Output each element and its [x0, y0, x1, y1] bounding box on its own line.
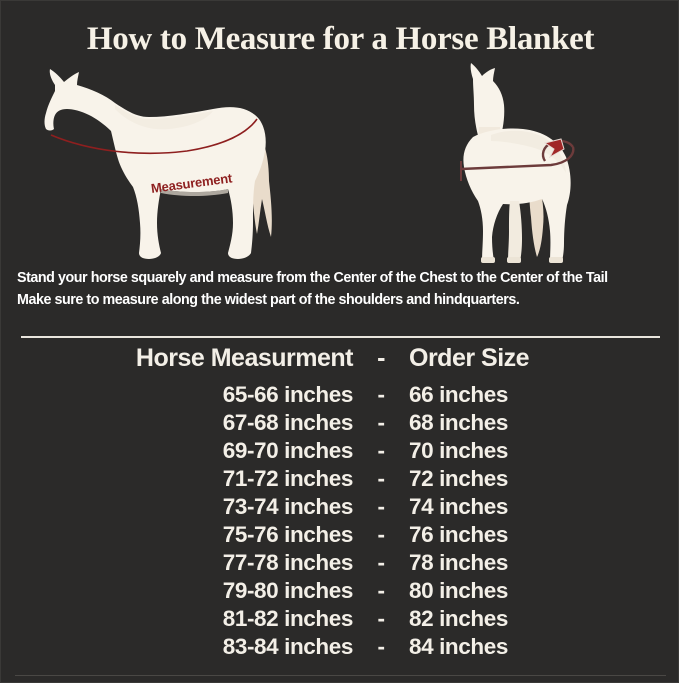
table-row: 69-70 inches -70 inches [1, 438, 678, 466]
row-horse-measurement: 65-66 inches [222, 382, 354, 407]
table-row: 81-82 inches -82 inches [1, 606, 678, 634]
row-horse-measurement: 73-74 inches [222, 494, 354, 519]
row-separator: - [377, 466, 385, 491]
instructions-line-1: Stand your horse squarely and measure fr… [17, 270, 608, 286]
row-separator: - [377, 606, 385, 631]
instructions-text: Stand your horse squarely and measure fr… [17, 267, 667, 311]
horse-rear-view-icon [460, 63, 575, 263]
table-row: 65-66 inches -66 inches [1, 382, 678, 410]
table-header-order-size: Order Size [409, 344, 530, 372]
row-horse-measurement: 67-68 inches [222, 410, 354, 435]
row-horse-measurement: 79-80 inches [222, 578, 354, 603]
row-order-size: 72 inches [409, 466, 508, 491]
row-order-size: 84 inches [409, 634, 508, 659]
illustration-area: Measurement [1, 59, 678, 264]
row-separator: - [377, 522, 385, 547]
row-separator: - [377, 634, 385, 659]
row-separator: - [377, 382, 385, 407]
table-top-divider [21, 336, 660, 338]
table-header-row: Horse Measurment - Order Size [1, 344, 678, 382]
table-row: 77-78 inches -78 inches [1, 550, 678, 578]
row-horse-measurement: 75-76 inches [222, 522, 354, 547]
row-order-size: 70 inches [409, 438, 508, 463]
size-chart-table: Horse Measurment - Order Size 65-66 inch… [1, 344, 678, 662]
row-horse-measurement: 71-72 inches [222, 466, 354, 491]
row-separator: - [377, 578, 385, 603]
table-row: 79-80 inches -80 inches [1, 578, 678, 606]
row-order-size: 66 inches [409, 382, 508, 407]
table-header-horse-measurement: Horse Measurment [135, 344, 354, 372]
table-bottom-divider [15, 675, 666, 676]
row-separator: - [377, 550, 385, 575]
row-horse-measurement: 69-70 inches [222, 438, 354, 463]
row-order-size: 82 inches [409, 606, 508, 631]
row-order-size: 76 inches [409, 522, 508, 547]
table-row: 75-76 inches -76 inches [1, 522, 678, 550]
row-horse-measurement: 81-82 inches [222, 606, 354, 631]
row-order-size: 78 inches [409, 550, 508, 575]
horse-side-view-icon [44, 69, 272, 259]
row-horse-measurement: 83-84 inches [222, 634, 354, 659]
table-row: 67-68 inches -68 inches [1, 410, 678, 438]
table-row: 71-72 inches -72 inches [1, 466, 678, 494]
page-title: How to Measure for a Horse Blanket [86, 21, 595, 57]
instructions-line-2: Make sure to measure along the widest pa… [17, 292, 520, 308]
row-order-size: 68 inches [409, 410, 508, 435]
row-separator: - [377, 494, 385, 519]
row-separator: - [377, 410, 385, 435]
row-order-size: 74 inches [409, 494, 508, 519]
row-order-size: 80 inches [409, 578, 508, 603]
table-body: 65-66 inches -66 inches 67-68 inches -68 in… [1, 382, 678, 662]
table-row: 73-74 inches -74 inches [1, 494, 678, 522]
row-horse-measurement: 77-78 inches [222, 550, 354, 575]
row-separator: - [377, 438, 385, 463]
table-header-separator: - [377, 344, 385, 372]
table-row: 83-84 inches -84 inches [1, 634, 678, 662]
